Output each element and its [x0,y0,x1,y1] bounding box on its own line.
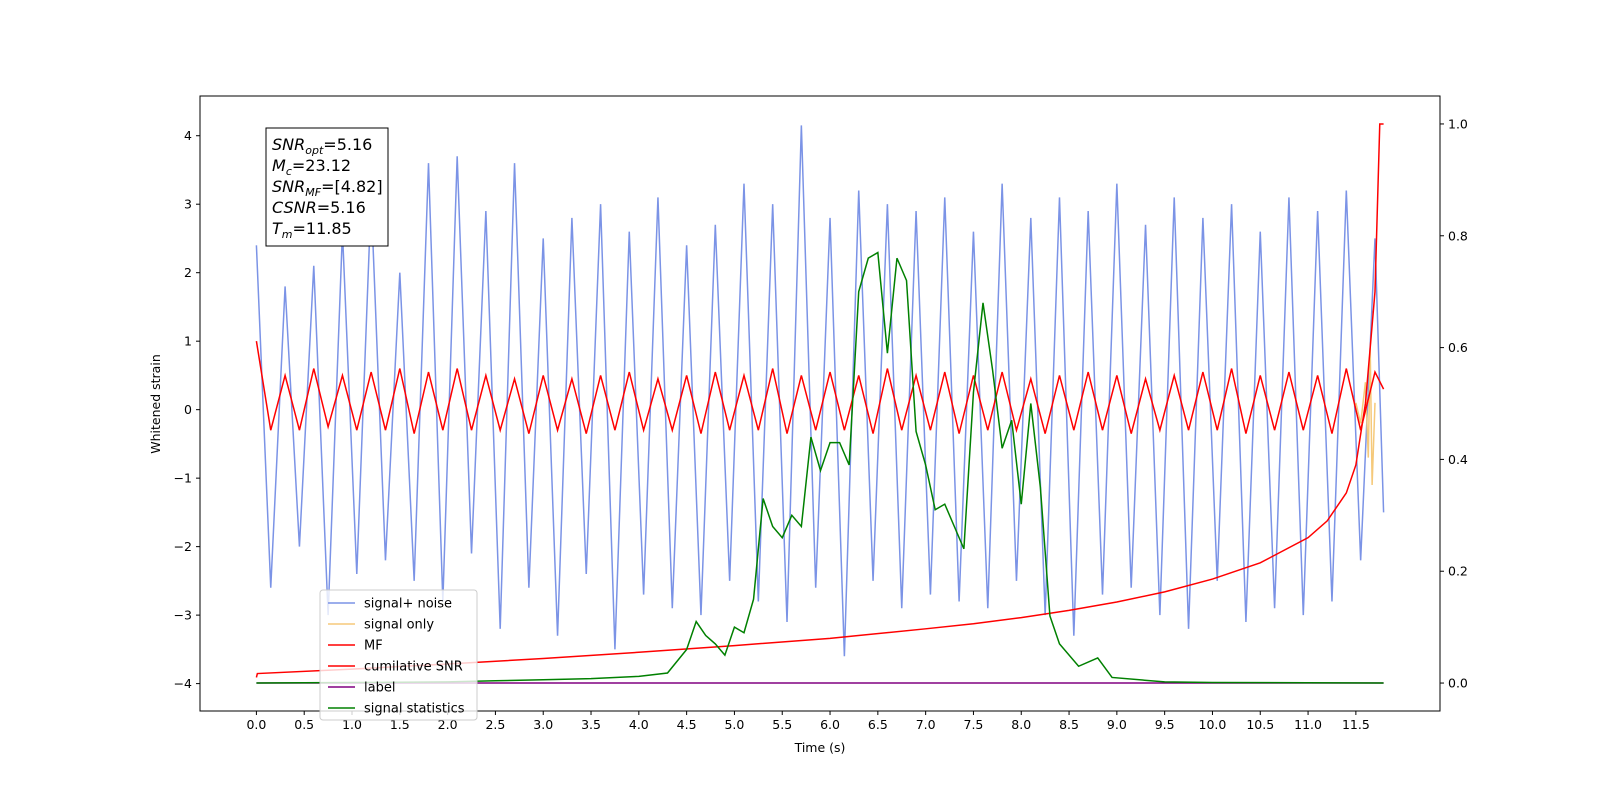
legend-box [319,589,478,721]
y-axis-label: Whitened strain [148,354,163,453]
y-tick-label: −3 [174,608,192,623]
x-tick-label: 1.0 [342,717,362,732]
x-tick-label: 3.0 [533,717,553,732]
x-tick-label: 2.0 [438,717,458,732]
x-tick-label: 2.5 [485,717,505,732]
annotation-sub: MF [305,186,321,199]
annotation-line: CSNR=5.16 [272,198,366,217]
legend-label: cumilative SNR [364,660,463,675]
x-tick-label: 3.5 [581,717,601,732]
x-tick-label: 8.0 [1011,717,1031,732]
x-tick-label: 6.5 [868,717,888,732]
annotation-text: =[4.82] [321,177,383,196]
series-line [1355,348,1376,486]
y-tick-label: 0 [184,402,192,417]
annotation-var: SNR [272,177,305,196]
annotation-var: CSNR [272,198,317,217]
x-tick-label: 9.0 [1107,717,1127,732]
x-tick-label: 7.5 [964,717,984,732]
x-tick-label: 0.5 [294,717,314,732]
annotation-line: Mc=23.12 [272,156,351,178]
x-tick-label: 11.0 [1294,717,1322,732]
y-tick-label: −2 [174,539,192,554]
x-tick-label: 10.0 [1199,717,1227,732]
legend-label: MF [364,639,383,654]
annotation-line: SNRMF=[4.82] [272,177,383,199]
legend-label: label [364,681,395,696]
x-tick-label: 4.0 [629,717,649,732]
annotation-text: =11.85 [293,219,352,238]
y-tick-label: 4 [184,128,192,143]
annotation-sub: c [286,165,292,178]
x-tick-label: 6.0 [820,717,840,732]
x-tick-label: 8.5 [1059,717,1079,732]
y-tick-label: 1 [184,334,192,349]
x-tick-label: 0.0 [246,717,266,732]
annotation-var: SNR [272,135,305,154]
annotation-line: SNRopt=5.16 [272,135,372,157]
y2-tick-label: 0.4 [1448,452,1468,467]
legend-label: signal only [364,618,434,633]
y-tick-label: −1 [174,471,192,486]
x-axis-label: Time (s) [794,740,846,755]
x-tick-label: 11.5 [1342,717,1370,732]
annotation-line: Tm=11.85 [272,219,352,241]
series-line [255,125,1385,657]
y-tick-label: 2 [184,265,192,280]
y-tick-label: 3 [184,197,192,212]
legend-label: signal+ noise [364,597,452,612]
x-tick-label: 7.0 [916,717,936,732]
x-tick-label: 5.5 [772,717,792,732]
x-tick-label: 1.5 [390,717,410,732]
y2-tick-label: 0.6 [1448,340,1468,355]
series-line [255,123,1384,678]
annotation-text: =5.16 [317,198,366,217]
annotation-sub: m [282,228,293,241]
x-tick-label: 5.0 [724,717,744,732]
annotation-box [265,127,389,247]
annotation-text: =5.16 [323,135,372,154]
legend-label: signal statistics [364,702,465,717]
x-tick-label: 10.5 [1246,717,1274,732]
x-tick-label: 9.5 [1155,717,1175,732]
x-tick-label: 4.5 [677,717,697,732]
y-tick-label: −4 [174,676,192,691]
y2-tick-label: 0.2 [1448,564,1468,579]
y2-tick-label: 1.0 [1448,116,1468,131]
plot-frame [199,95,1441,712]
y2-tick-label: 0.8 [1448,228,1468,243]
annotation-text: =23.12 [292,156,351,175]
annotation-var: M [272,156,286,175]
y2-tick-label: 0.0 [1448,676,1468,691]
annotation-sub: opt [305,144,324,157]
annotation-var: T [272,219,283,238]
series-line [256,251,1384,684]
series-line [255,341,1385,434]
